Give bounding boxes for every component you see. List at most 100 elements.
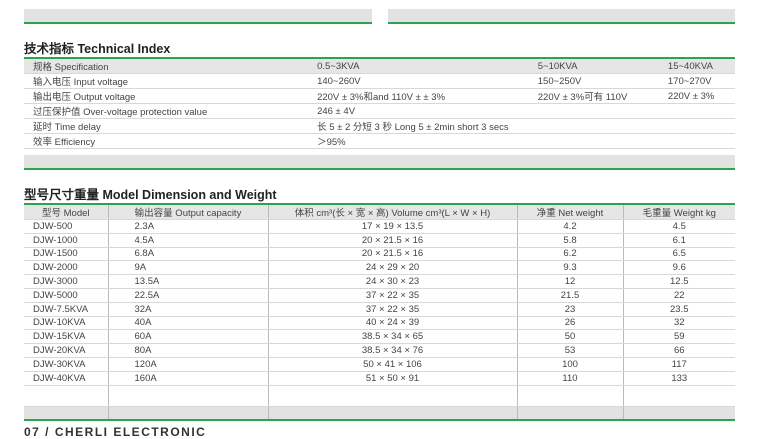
table-cell: 6.5 <box>623 247 735 262</box>
spec-value: 220V ± 3%和and 110V ± ± 3% <box>317 88 538 104</box>
table-cell: 50 <box>517 329 624 345</box>
table-cell: 6.2 <box>517 247 624 262</box>
table-cell: 5.8 <box>517 233 624 248</box>
spec-value: 长 5 ± 2 分短 3 秒 Long 5 ± 2min short 3 sec… <box>317 118 538 134</box>
table-row: DJW-40KVA 160A 51 × 50 × 91 110 133 <box>24 371 735 386</box>
table-cell: 6.8A <box>108 247 269 262</box>
spec-value <box>537 103 668 119</box>
spec-label: 输出电压 Output voltage <box>24 88 318 104</box>
table-cell: DJW-2000 <box>24 260 109 276</box>
spec-row: 过压保护值 Over-voltage protection value 246 ±… <box>24 103 735 119</box>
spec-value: 140~260V <box>317 73 538 89</box>
table-cell: DJW-7.5KVA <box>24 302 109 317</box>
table-cell: 37 × 22 × 35 <box>268 302 518 317</box>
table-cell <box>623 385 735 407</box>
table-cell: DJW-15KVA <box>24 329 109 345</box>
table-cell: 32 <box>623 316 735 331</box>
table-cell: 13.5A <box>108 274 269 289</box>
table-cell: 51 × 50 × 91 <box>268 371 518 386</box>
spec-value <box>667 118 735 134</box>
table-cell: DJW-40KVA <box>24 371 109 386</box>
table-cell: 53 <box>517 343 624 358</box>
table-cell: 120A <box>108 357 269 372</box>
model-dimension-title: 型号尺寸重量 Model Dimension and Weight <box>24 188 277 202</box>
section-divider-band <box>24 155 735 170</box>
table-row: DJW-3000 13.5A 24 × 30 × 23 12 12.5 <box>24 274 735 289</box>
table-cell: 12 <box>517 274 624 289</box>
spec-row: 输出电压 Output voltage 220V ± 3%和and 110V ± … <box>24 88 735 104</box>
spec-value: 246 ± 4V <box>317 103 538 119</box>
table-cell: 32A <box>108 302 269 317</box>
spec-value: 150~250V <box>537 73 668 89</box>
table-cell: DJW-1000 <box>24 233 109 248</box>
table-cell: 20 × 21.5 × 16 <box>268 233 518 248</box>
table-cell <box>268 385 518 407</box>
technical-index-table: 规格 Specification 0.5~3KVA 5~10KVA 15~40KVA 输… <box>24 57 735 149</box>
spec-value: 0.5~3KVA <box>317 58 538 74</box>
column-header: 体积 cm³(长 × 宽 × 高) Volume cm³(L × W × H) <box>268 204 518 220</box>
table-row: DJW-5000 22.5A 37 × 22 × 35 21.5 22 <box>24 288 735 303</box>
table-cell: 66 <box>623 343 735 358</box>
table-cell: 80A <box>108 343 269 358</box>
table-cell: 110 <box>517 371 624 386</box>
table-cell: 2.3A <box>108 219 269 234</box>
spec-label: 规格 Specification <box>24 58 318 74</box>
spec-value: ＞95% <box>317 133 538 149</box>
table-cell <box>517 406 624 421</box>
table-cell: 6.1 <box>623 233 735 248</box>
table-cell: 9.6 <box>623 260 735 276</box>
table-cell: 21.5 <box>517 288 624 303</box>
table-cell: 26 <box>517 316 624 331</box>
table-cell: 40A <box>108 316 269 331</box>
spec-row: 规格 Specification 0.5~3KVA 5~10KVA 15~40KVA <box>24 58 735 74</box>
table-cell: 23.5 <box>623 302 735 317</box>
table-cell <box>24 385 109 407</box>
spec-value <box>537 133 668 149</box>
table-cell: 38.5 × 34 × 76 <box>268 343 518 358</box>
spec-value <box>667 103 735 119</box>
table-cell: DJW-30KVA <box>24 357 109 372</box>
column-header: 输出容量 Output capacity <box>108 204 269 220</box>
band-row <box>24 406 735 421</box>
table-cell: 38.5 × 34 × 65 <box>268 329 518 345</box>
column-header: 型号 Model <box>24 204 109 220</box>
header-band-right <box>388 9 735 24</box>
spec-label: 效率 Efficiency <box>24 133 318 149</box>
header-band-left <box>24 9 372 24</box>
table-row: DJW-1500 6.8A 20 × 21.5 × 16 6.2 6.5 <box>24 247 735 262</box>
table-row: DJW-2000 9A 24 × 29 × 20 9.3 9.6 <box>24 260 735 276</box>
table-cell: 4.2 <box>517 219 624 234</box>
table-cell: DJW-1500 <box>24 247 109 262</box>
table-cell <box>108 406 269 421</box>
table-cell: DJW-5000 <box>24 288 109 303</box>
page-footer: 07 / CHERLI ELECTRONIC <box>24 425 207 439</box>
table-cell: 59 <box>623 329 735 345</box>
spec-row: 输入电压 Input voltage 140~260V 150~250V 170~27… <box>24 73 735 89</box>
table-cell: 23 <box>517 302 624 317</box>
technical-index-title: 技术指标 Technical Index <box>24 42 171 56</box>
table-cell: 40 × 24 × 39 <box>268 316 518 331</box>
spec-value: 220V ± 3% <box>667 88 735 104</box>
table-cell: 9.3 <box>517 260 624 276</box>
table-cell: 4.5 <box>623 219 735 234</box>
spec-value: 170~270V <box>667 73 735 89</box>
spec-value: 5~10KVA <box>537 58 668 74</box>
table-cell: 22 <box>623 288 735 303</box>
table-cell: 12.5 <box>623 274 735 289</box>
table-cell: 17 × 19 × 13.5 <box>268 219 518 234</box>
table-cell: 24 × 29 × 20 <box>268 260 518 276</box>
table-cell: 133 <box>623 371 735 386</box>
table-cell <box>517 385 624 407</box>
model-dimension-table: 型号 Model 输出容量 Output capacity 体积 cm³(长 × 宽… <box>24 203 735 421</box>
table-row: DJW-20KVA 80A 38.5 × 34 × 76 53 66 <box>24 343 735 358</box>
column-header: 毛重量 Weight kg <box>623 204 735 220</box>
table-cell: 100 <box>517 357 624 372</box>
table-cell: 9A <box>108 260 269 276</box>
table-cell: 4.5A <box>108 233 269 248</box>
table-row: DJW-10KVA 40A 40 × 24 × 39 26 32 <box>24 316 735 331</box>
table-cell: DJW-3000 <box>24 274 109 289</box>
table-row: DJW-7.5KVA 32A 37 × 22 × 35 23 23.5 <box>24 302 735 317</box>
spec-value: 15~40KVA <box>667 58 735 74</box>
table-cell: DJW-500 <box>24 219 109 234</box>
table-cell: 60A <box>108 329 269 345</box>
